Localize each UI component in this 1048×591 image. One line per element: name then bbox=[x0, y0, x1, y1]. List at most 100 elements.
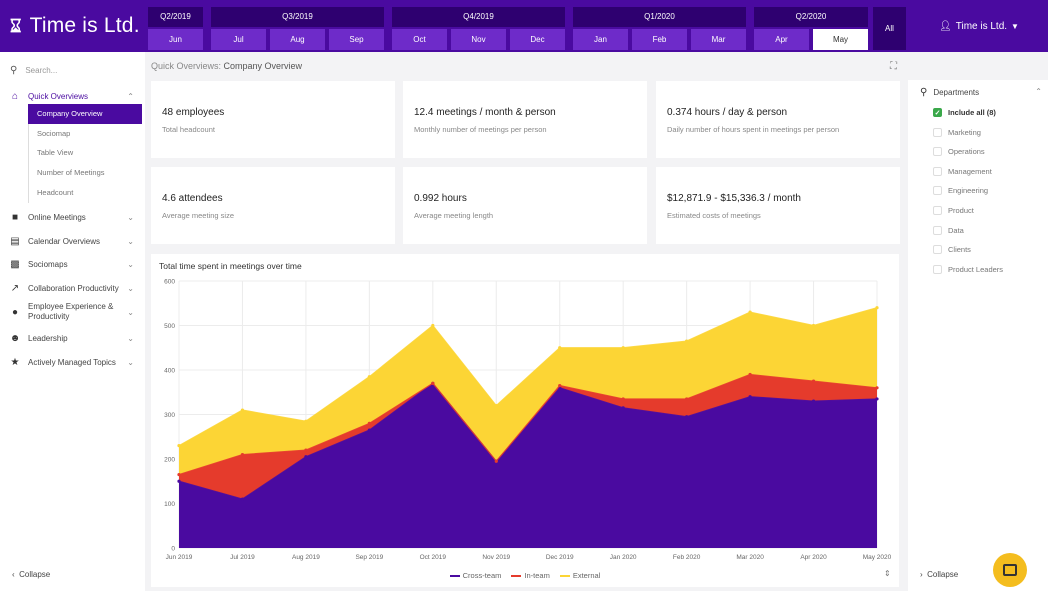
department-option[interactable]: Clients bbox=[933, 245, 971, 255]
department-option[interactable]: Operations bbox=[933, 147, 985, 157]
nav-online-meetings[interactable]: ■ Online Meetings ⌄ bbox=[8, 210, 138, 224]
x-tick-label: Dec 2019 bbox=[546, 554, 574, 561]
breadcrumb-parent[interactable]: Quick Overviews: bbox=[151, 61, 222, 71]
nav-quick-overviews[interactable]: ⌂ Quick Overviews ⌃ bbox=[8, 89, 138, 103]
quarter-group: Q3/2019 Jul Aug Sep bbox=[211, 7, 384, 50]
chevron-right-icon: › bbox=[920, 570, 923, 579]
chart-title: Total time spent in meetings over time bbox=[159, 261, 302, 271]
department-option[interactable]: Product bbox=[933, 206, 974, 215]
data-point bbox=[621, 346, 625, 350]
caret-down-icon: ▼ bbox=[1011, 21, 1019, 31]
quarter-label[interactable]: Q4/2019 bbox=[392, 7, 565, 27]
nav-actively-managed-topics[interactable]: ★ Actively Managed Topics ⌄ bbox=[8, 355, 138, 369]
user-menu[interactable]: 👤︎ Time is Ltd. ▼ bbox=[910, 0, 1048, 52]
checkbox-icon[interactable] bbox=[933, 206, 942, 215]
chevron-down-icon: ⌄ bbox=[127, 259, 134, 269]
nav-employee-experience[interactable]: ● Employee Experience & Productivity ⌄ bbox=[8, 301, 138, 323]
y-tick-label: 0 bbox=[171, 546, 175, 553]
stat-card-headcount: 48 employees Total headcount bbox=[151, 81, 395, 158]
chevron-down-icon: ⌄ bbox=[127, 307, 134, 317]
checkbox-icon[interactable] bbox=[933, 225, 942, 235]
department-option[interactable]: Data bbox=[933, 225, 964, 235]
nav-calendar-overviews[interactable]: ▤ Calendar Overviews ⌄ bbox=[8, 234, 138, 248]
nav-collaboration-productivity[interactable]: ↗ Collaboration Productivity ⌄ bbox=[8, 281, 138, 295]
month-apr[interactable]: Apr bbox=[754, 29, 809, 50]
sub-item-number-of-meetings[interactable]: Number of Meetings bbox=[28, 163, 142, 183]
sub-item-table-view[interactable]: Table View bbox=[28, 143, 142, 163]
chat-icon bbox=[1003, 564, 1017, 576]
sub-item-company-overview[interactable]: Company Overview bbox=[28, 104, 142, 124]
collapse-sidebar-button[interactable]: ‹ Collapse bbox=[12, 570, 50, 579]
legend-swatch bbox=[449, 574, 460, 577]
checkbox-icon[interactable] bbox=[933, 127, 942, 137]
checkbox-icon[interactable] bbox=[933, 166, 942, 176]
month-feb[interactable]: Feb bbox=[632, 29, 687, 50]
star-icon: ★ bbox=[10, 356, 20, 368]
departments-header[interactable]: ⚲ Departments bbox=[920, 87, 979, 98]
location-pin-icon: ⚲ bbox=[920, 87, 928, 98]
logo[interactable]: ⌛︎ Time is Ltd. bbox=[10, 14, 140, 38]
quarter-label[interactable]: Q3/2019 bbox=[211, 7, 384, 27]
data-point bbox=[685, 339, 689, 343]
month-jan[interactable]: Jan bbox=[573, 29, 628, 50]
legend-item[interactable]: In-team bbox=[511, 571, 550, 580]
stat-value: 4.6 attendees bbox=[162, 193, 223, 204]
department-option[interactable]: ✓ Include all (8) bbox=[933, 108, 996, 117]
quarter-label[interactable]: Q2/2019 bbox=[148, 7, 203, 27]
quarter-group: Q2/2019 Jun bbox=[148, 7, 203, 50]
checkbox-icon[interactable] bbox=[933, 186, 942, 196]
chat-button[interactable] bbox=[993, 553, 1027, 587]
chevron-up-icon[interactable]: ⌃ bbox=[1035, 87, 1042, 96]
all-periods-button[interactable]: All bbox=[873, 7, 906, 50]
nav-leadership[interactable]: ☻ Leadership ⌄ bbox=[8, 331, 138, 345]
quarter-label[interactable]: Q2/2020 bbox=[754, 7, 868, 27]
checkbox-icon[interactable] bbox=[933, 245, 942, 255]
month-mar[interactable]: Mar bbox=[691, 29, 746, 50]
sub-item-sociomap[interactable]: Sociomap bbox=[28, 124, 142, 144]
legend-scroll-icon[interactable]: ⇕ bbox=[884, 569, 891, 578]
month-oct[interactable]: Oct bbox=[392, 29, 447, 50]
department-option[interactable]: Management bbox=[933, 166, 992, 176]
stat-card-meeting-length: 0.992 hours Average meeting length bbox=[403, 167, 647, 244]
month-may[interactable]: May bbox=[813, 29, 868, 50]
y-tick-label: 100 bbox=[164, 501, 175, 508]
department-label: Management bbox=[948, 166, 992, 176]
month-dec[interactable]: Dec bbox=[510, 29, 565, 50]
nav-label: Quick Overviews bbox=[28, 91, 89, 101]
legend-item[interactable]: External bbox=[559, 571, 600, 580]
checkbox-icon[interactable] bbox=[933, 147, 942, 157]
data-point bbox=[621, 397, 625, 401]
data-point bbox=[304, 455, 308, 459]
data-point bbox=[177, 472, 181, 477]
department-option[interactable]: Product Leaders bbox=[933, 264, 1003, 274]
department-label: Product bbox=[948, 206, 974, 215]
data-point bbox=[240, 408, 245, 412]
search-input[interactable]: Search... bbox=[25, 65, 58, 75]
department-option[interactable]: Marketing bbox=[933, 127, 981, 137]
month-jun[interactable]: Jun bbox=[148, 29, 203, 50]
month-jul[interactable]: Jul bbox=[211, 29, 266, 50]
quarter-label[interactable]: Q1/2020 bbox=[573, 7, 746, 27]
search-box[interactable]: ⚲ Search... bbox=[10, 62, 140, 78]
trend-icon: ↗ bbox=[10, 282, 20, 294]
x-tick-label: Sep 2019 bbox=[355, 554, 383, 561]
x-tick-label: Oct 2019 bbox=[420, 554, 447, 561]
fullscreen-icon[interactable]: ⛶ bbox=[890, 61, 897, 72]
people-icon: ☻ bbox=[9, 332, 21, 344]
department-option[interactable]: Engineering bbox=[933, 186, 988, 196]
checkbox-icon[interactable]: ✓ bbox=[933, 108, 942, 117]
month-aug[interactable]: Aug bbox=[270, 29, 325, 50]
legend-item[interactable]: Cross-team bbox=[449, 571, 501, 580]
month-sep[interactable]: Sep bbox=[329, 29, 384, 50]
departments-title: Departments bbox=[933, 88, 980, 97]
data-point bbox=[494, 459, 498, 463]
checkbox-icon[interactable] bbox=[933, 264, 942, 274]
stat-label: Monthly number of meetings per person bbox=[414, 125, 547, 134]
nav-label: Online Meetings bbox=[28, 212, 86, 222]
sub-item-headcount[interactable]: Headcount bbox=[28, 183, 142, 203]
nav-sociomaps[interactable]: ▩ Sociomaps ⌄ bbox=[8, 257, 138, 271]
month-nov[interactable]: Nov bbox=[451, 29, 506, 50]
collapse-panel-button[interactable]: › Collapse bbox=[920, 570, 958, 579]
data-point bbox=[748, 310, 752, 314]
stat-value: 0.374 hours / day & person bbox=[667, 107, 788, 118]
